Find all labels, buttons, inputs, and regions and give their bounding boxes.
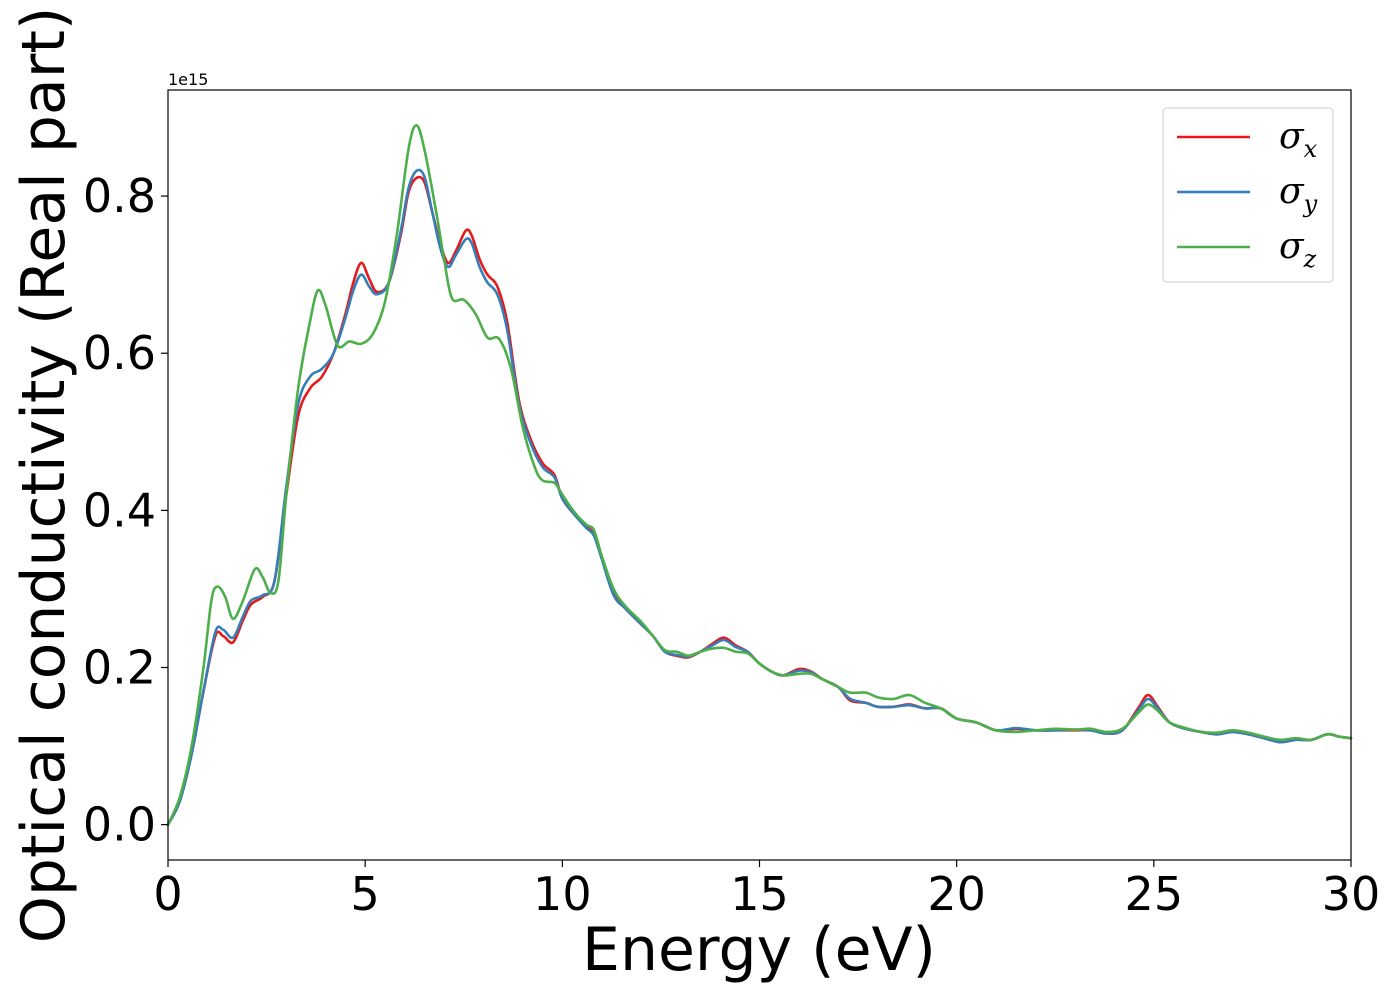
y-tick-label: 0.2 <box>83 641 156 695</box>
x-tick-label: 25 <box>1125 867 1184 921</box>
x-tick-label: 5 <box>351 867 380 921</box>
x-tick-label: 15 <box>730 867 789 921</box>
x-axis-title: Energy (eV) <box>582 915 936 985</box>
y-offset-label: 1e15 <box>168 70 208 89</box>
x-tick-label: 0 <box>153 867 182 921</box>
series-layer <box>166 124 1353 826</box>
y-tick-label: 0.4 <box>83 483 156 537</box>
legend-label-sigma-z: σz <box>1279 226 1317 273</box>
y-axis-title: Optical conductivity (Real part) <box>9 7 79 944</box>
x-tick-label: 20 <box>927 867 986 921</box>
series-line-sigma-z <box>166 124 1353 826</box>
y-tick-label: 0.6 <box>83 326 156 380</box>
legend-box <box>1162 107 1334 283</box>
x-tick-label: 30 <box>1322 867 1381 921</box>
x-axis-ticks: 0 5 10 15 20 25 30 <box>153 860 1380 921</box>
y-tick-label: 0.0 <box>83 798 156 852</box>
y-axis-ticks: 0.0 0.2 0.4 0.6 0.8 <box>83 169 168 852</box>
plot-area <box>168 90 1351 860</box>
x-tick-label: 10 <box>533 867 592 921</box>
y-tick-label: 0.8 <box>83 169 156 223</box>
